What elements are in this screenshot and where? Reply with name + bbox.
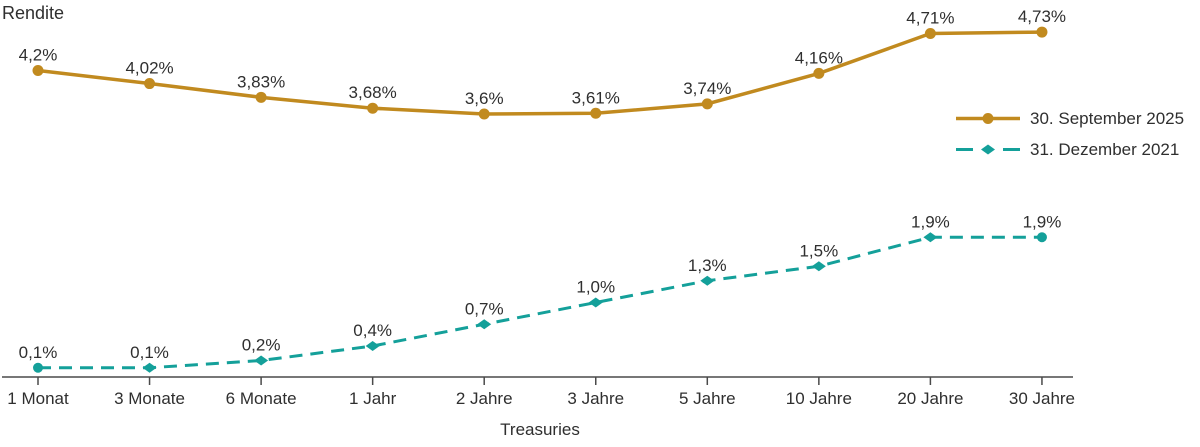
data-point	[254, 355, 269, 366]
data-point-label: 0,4%	[353, 321, 392, 340]
x-tick-label: 20 Jahre	[897, 389, 963, 408]
data-point	[365, 341, 380, 351]
data-point-label: 4,73%	[1018, 7, 1066, 26]
data-point-label: 4,2%	[19, 46, 58, 65]
x-tick-label: 30 Jahre	[1009, 389, 1075, 408]
x-tick-label: 1 Monat	[7, 389, 69, 408]
x-tick-label: 1 Jahr	[349, 389, 397, 408]
data-point	[923, 232, 938, 243]
data-point-label: 1,9%	[911, 212, 950, 231]
legend: 30. September 2025 31. Dezember 2021	[955, 103, 1184, 165]
data-point	[590, 107, 602, 119]
data-point-label: 1,9%	[1023, 212, 1062, 231]
data-point	[142, 362, 157, 373]
data-point	[1036, 232, 1047, 243]
data-point	[144, 78, 156, 90]
data-point-label: 1,3%	[688, 256, 727, 275]
y-axis-title: Rendite	[2, 3, 65, 23]
data-point-label: 3,6%	[465, 89, 504, 108]
x-tick-label: 3 Jahre	[567, 389, 624, 408]
data-point-label: 1,0%	[576, 278, 615, 297]
x-axis-title: Treasuries	[500, 420, 580, 439]
data-point	[1036, 26, 1048, 38]
series-line	[38, 235, 1042, 370]
legend-dashed-line-icon	[956, 144, 1020, 155]
data-point-label: 4,71%	[906, 9, 954, 28]
data-point	[700, 275, 715, 286]
data-point-label: 1,5%	[799, 241, 838, 260]
data-point	[478, 108, 490, 120]
data-point-label: 4,02%	[125, 59, 173, 78]
x-tick-label: 10 Jahre	[786, 389, 852, 408]
data-point-label: 3,74%	[683, 79, 731, 98]
data-point	[477, 319, 492, 330]
data-point	[33, 362, 43, 373]
series-line	[37, 30, 1042, 116]
legend-solid-line-icon	[956, 113, 1020, 124]
x-tick-label: 6 Monate	[226, 389, 297, 408]
data-point-label: 0,2%	[242, 336, 281, 355]
data-point-label: 0,1%	[19, 343, 58, 362]
data-point-label: 0,1%	[130, 343, 169, 362]
x-tick-label: 2 Jahre	[456, 389, 513, 408]
data-point-label: 4,16%	[795, 48, 843, 67]
data-point-label: 3,83%	[237, 72, 285, 91]
data-point	[813, 67, 825, 79]
legend-item-dezember-2021: 31. Dezember 2021	[955, 134, 1184, 165]
x-tick-label: 5 Jahre	[679, 389, 736, 408]
data-point	[367, 102, 379, 114]
legend-item-september-2025: 30. September 2025	[955, 103, 1184, 134]
x-tick-label: 3 Monate	[114, 389, 185, 408]
data-point	[32, 65, 44, 76]
data-point	[701, 98, 713, 110]
data-point-label: 3,68%	[349, 83, 397, 102]
data-point	[255, 91, 267, 103]
legend-label-dezember-2021: 31. Dezember 2021	[1030, 139, 1180, 159]
data-point	[588, 297, 603, 308]
legend-label-september-2025: 30. September 2025	[1030, 108, 1185, 128]
data-point-label: 3,61%	[572, 88, 620, 107]
data-point	[811, 261, 826, 272]
data-point-label: 0,7%	[465, 299, 504, 318]
data-point	[924, 28, 936, 40]
